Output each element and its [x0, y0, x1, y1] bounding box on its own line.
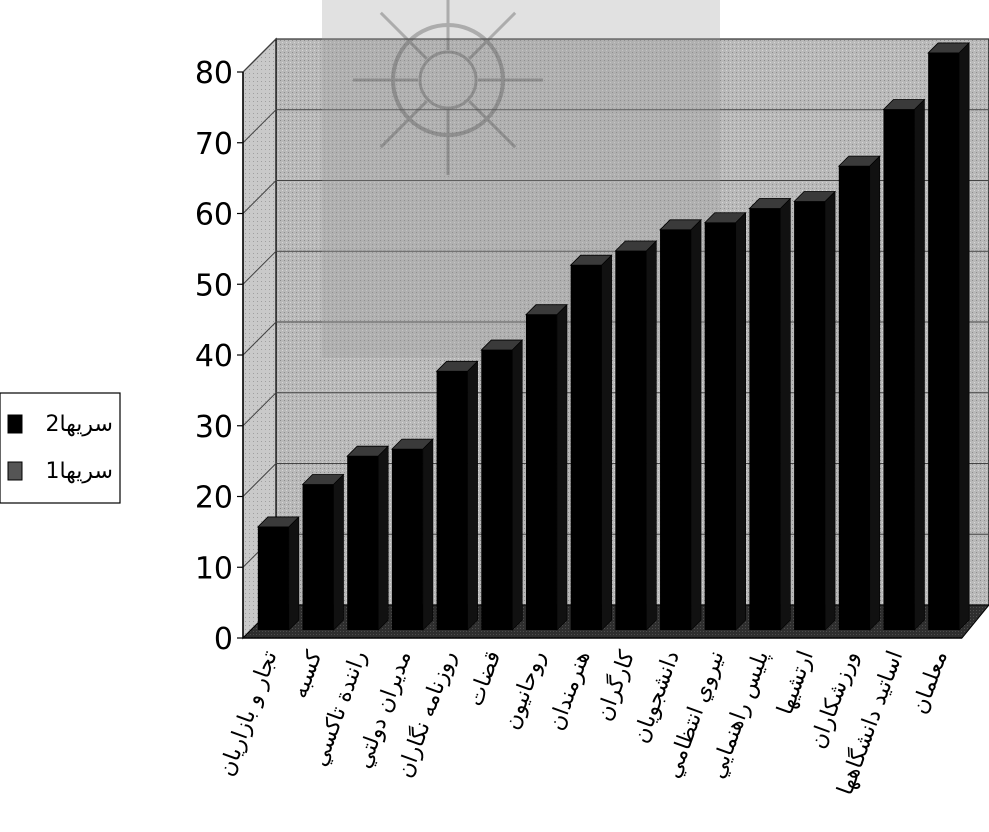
bar-front: [347, 456, 379, 630]
bar-front: [615, 251, 647, 630]
y-tick-label: 30: [195, 410, 233, 445]
bar-front: [928, 52, 960, 631]
bar-11: [748, 197, 792, 631]
y-tick-label: 50: [195, 268, 233, 303]
bar-side: [601, 254, 612, 631]
bar-side: [556, 303, 568, 631]
watermark-inner-ring: [418, 50, 478, 110]
legend: سريها2 سريها1: [0, 392, 121, 504]
bar-side: [958, 42, 970, 631]
bar-13: [837, 155, 881, 631]
bar-front: [525, 314, 557, 630]
x-tick-label: قضات: [463, 648, 506, 710]
bar-front: [391, 449, 423, 630]
bar-front: [704, 222, 736, 630]
bar-front: [749, 208, 781, 630]
legend-label: سريها1: [45, 459, 113, 484]
watermark-ray: [379, 100, 428, 149]
x-tick-label: روحانيون: [499, 648, 550, 733]
bar-5: [480, 339, 524, 631]
bar-front: [660, 229, 692, 631]
legend-swatch: [7, 414, 23, 434]
bar-1: [301, 473, 345, 631]
bar-side: [333, 473, 344, 631]
bar-side: [646, 240, 657, 631]
watermark-ray: [468, 11, 517, 60]
legend-label: سريها2: [45, 412, 113, 437]
bar-front: [302, 484, 334, 630]
bar-side: [288, 516, 300, 631]
bar-front: [838, 166, 870, 630]
bar-side: [690, 219, 702, 631]
bar-6: [525, 303, 568, 631]
bar-side: [511, 339, 523, 631]
bar-side: [914, 98, 925, 631]
bar-side: [467, 360, 478, 631]
x-tick-label: معلمان: [907, 648, 953, 718]
bar-10: [703, 212, 747, 631]
gridline: [242, 109, 989, 144]
bar-9: [659, 219, 702, 631]
bar-15: [927, 42, 971, 631]
bar-14: [882, 98, 926, 631]
bar-2: [346, 445, 390, 631]
bar-side: [780, 197, 791, 631]
bar-0: [256, 516, 300, 631]
watermark-ring: [391, 23, 505, 137]
y-tick-label: 70: [195, 127, 233, 162]
bar-front: [794, 201, 826, 630]
bar-side: [735, 212, 747, 631]
y-tick-label: 0: [214, 622, 233, 657]
y-tick-label: 60: [195, 198, 233, 233]
x-tick-label: كسبه: [287, 647, 327, 702]
bar-front: [436, 371, 468, 630]
x-tick-label: كارگران: [591, 647, 640, 725]
bar-7: [569, 254, 613, 631]
x-tick-label: ارتشيها: [773, 648, 819, 719]
legend-box: [0, 392, 121, 504]
bar-side: [824, 190, 836, 631]
bar-side: [422, 438, 434, 631]
bar-front: [481, 350, 513, 630]
x-tick-label: تجار و بازاريان: [214, 648, 282, 780]
gridline: [242, 38, 989, 73]
bar-3: [390, 438, 434, 631]
gridline: [242, 180, 989, 214]
y-tick-label: 80: [195, 56, 233, 91]
bar-front: [257, 526, 289, 630]
bar-side: [869, 155, 881, 631]
bar-4: [435, 360, 479, 631]
watermark-ray: [468, 100, 517, 149]
bar-8: [614, 240, 658, 631]
y-tick-label: 40: [195, 339, 233, 374]
bar-12: [793, 190, 837, 631]
bar-front: [883, 109, 915, 630]
legend-swatch: [7, 461, 23, 481]
bar-side: [377, 445, 389, 631]
bar-front: [570, 265, 602, 630]
watermark-ray: [379, 11, 428, 60]
y-tick-label: 20: [195, 481, 233, 516]
x-tick-label: هنرمندان: [544, 648, 596, 734]
y-tick-label: 10: [195, 551, 233, 586]
